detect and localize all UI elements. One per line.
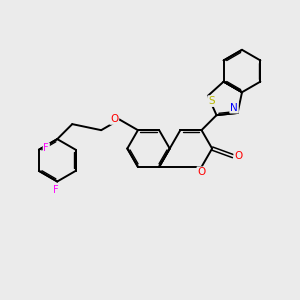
Text: F: F (44, 143, 49, 153)
Text: S: S (208, 96, 215, 106)
Text: O: O (110, 114, 118, 124)
Text: O: O (234, 151, 242, 161)
Text: F: F (53, 185, 58, 195)
Text: N: N (230, 103, 238, 113)
Text: O: O (197, 167, 206, 177)
